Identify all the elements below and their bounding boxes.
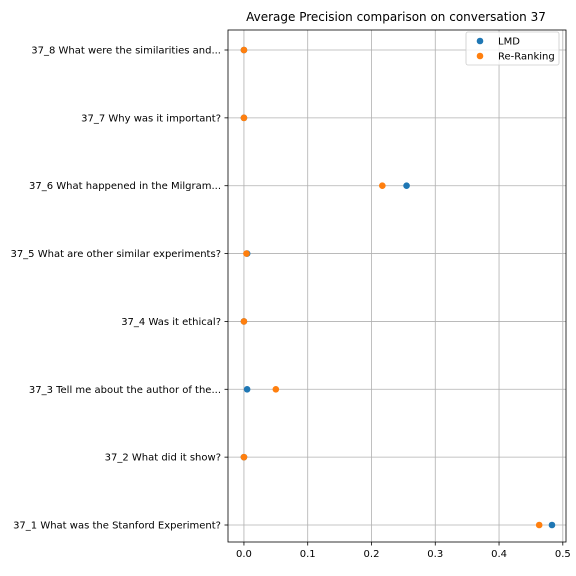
- x-tick-label: 0.3: [427, 549, 443, 560]
- plot-frame: [227, 29, 567, 543]
- data-point: [240, 46, 248, 54]
- data-point: [240, 318, 248, 325]
- x-tick-label: 0.5: [555, 549, 571, 560]
- data-points: [240, 46, 556, 529]
- legend: LMD Re-Ranking: [465, 31, 560, 66]
- legend-label: Re-Ranking: [498, 52, 555, 63]
- y-tick-label: 37_4 Was it ethical?: [121, 317, 221, 328]
- data-point: [240, 114, 248, 122]
- y-tick-label: 37_3 Tell me about the author of the...: [29, 385, 221, 396]
- x-tick-label: 0.0: [236, 549, 252, 560]
- x-tick-label: 0.4: [491, 549, 507, 560]
- data-point: [379, 182, 386, 190]
- x-tick-label: 0.1: [300, 549, 316, 560]
- legend-marker: [476, 52, 484, 60]
- y-tick-label: 37_7 Why was it important?: [81, 113, 221, 124]
- y-tick-label: 37_5 What are other similar experiments?: [10, 249, 221, 260]
- data-point: [243, 250, 250, 257]
- data-point: [548, 521, 556, 529]
- y-tick-label: 37_1 What was the Stanford Experiment?: [13, 521, 221, 532]
- chart-title: Average Precision comparison on conversa…: [246, 10, 546, 24]
- data-point: [535, 521, 543, 529]
- grid: [228, 30, 566, 542]
- legend-marker: [476, 37, 484, 45]
- data-point: [240, 453, 248, 461]
- legend-label: LMD: [498, 37, 520, 48]
- y-tick-label: 37_6 What happened in the Milgram...: [29, 181, 221, 192]
- x-tick-label: 0.2: [364, 549, 380, 560]
- axis-ticks: 0.0 0.1 0.2 0.3 0.4 0.5 37_1 What was the Stan…: [10, 46, 570, 561]
- y-tick-label: 37_2 What did it show?: [105, 453, 221, 464]
- data-point: [272, 385, 280, 393]
- data-point: [243, 385, 251, 393]
- data-point: [403, 182, 410, 190]
- legend-box: [465, 31, 560, 66]
- y-tick-label: 37_8 What were the similarities and...: [31, 46, 221, 57]
